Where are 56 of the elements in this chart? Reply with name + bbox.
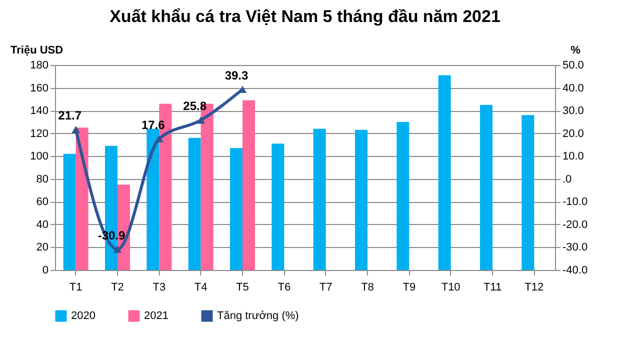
x-tick-label: T10 [441,282,460,294]
y2-tick-label: -30.0 [562,242,588,254]
y2-tick-label: 10.0 [562,150,584,163]
bar [355,130,368,270]
x-tick-label: T8 [361,282,374,294]
y2-tick-label: -20.0 [562,218,588,231]
chart-title: Xuất khẩu cá tra Việt Nam 5 tháng đầu năm 2021 [110,7,500,26]
bar [396,122,410,270]
bar [313,128,326,270]
legend-label: Tăng trưởng (%) [217,310,299,322]
y2-tick-label: 30.0 [562,105,584,118]
x-tick-label: T5 [236,282,249,294]
y-tick-label: 100 [30,150,48,163]
y-tick-label: 0 [42,264,48,276]
y-tick-label: 180 [30,60,48,72]
x-tick-label: T6 [278,282,291,294]
x-tick-label: T9 [402,282,416,294]
y2-tick-label: 20.0 [562,128,584,140]
y-tick-label: 120 [30,128,48,140]
bar [188,138,201,270]
legend-label: 2021 [144,310,168,322]
bar [480,104,492,270]
x-tick-label: T2 [111,282,124,294]
y2-tick-label: .0 [562,173,572,186]
y2-tick-label: 50.0 [562,60,584,72]
x-tick-label: T1 [69,282,82,294]
x-tick-label: T4 [194,282,208,294]
data-label: 39.3 [224,68,248,82]
x-tick-label: T12 [524,282,544,294]
bar [438,75,451,270]
x-tick-label: T11 [483,282,502,294]
y-tick-label: 80 [36,173,48,186]
y2-axis-title: % [570,44,581,56]
data-label: 21.7 [58,108,82,122]
bar [76,128,88,270]
bar [272,144,284,270]
point [113,246,122,253]
bar [522,115,534,270]
y-tick-label: 40 [36,218,48,231]
bar [146,128,160,270]
x-tick-label: T3 [152,282,166,294]
point [196,116,206,124]
y-tick-label: 60 [36,196,48,208]
y-axis-title: Triệu USD [10,44,64,56]
y2-tick-label: -10.0 [562,196,588,208]
bar [230,148,242,270]
y-tick-label: 140 [30,105,48,118]
y-tick-label: 160 [30,82,48,94]
bar [63,154,76,270]
bar [242,100,255,270]
point [72,126,80,134]
y-tick-label: 20 [36,242,48,254]
y2-tick-label: 40.0 [562,82,584,94]
y2-tick-label: -40.0 [562,264,588,276]
legend-label: 2020 [71,310,96,322]
x-tick-label: T7 [319,282,332,294]
